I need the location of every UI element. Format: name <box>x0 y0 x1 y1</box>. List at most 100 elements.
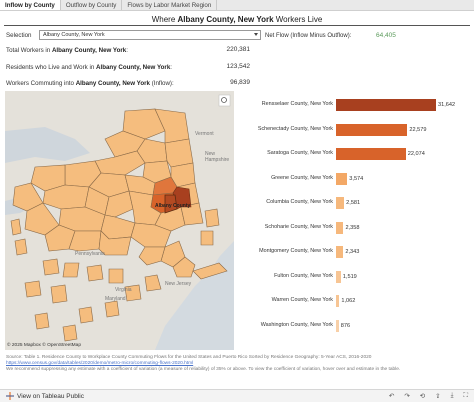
bar[interactable] <box>336 221 344 234</box>
bar-category-label: Greene County, New York <box>271 174 333 181</box>
county-shape[interactable] <box>68 230 102 252</box>
county-shape[interactable] <box>164 138 194 168</box>
bar-row[interactable]: Montgomery County, New York 2,343 <box>240 244 470 260</box>
fullscreen-icon[interactable]: ⛶ <box>463 392 468 399</box>
bar-category-label: Washington County, New York <box>260 321 333 328</box>
tab-flows-by-labor-market-region[interactable]: Flows by Labor Market Region <box>122 0 218 10</box>
county-shape[interactable] <box>180 202 204 226</box>
page-title: Where Albany County, New York Workers Li… <box>0 15 474 24</box>
tab-outflow-by-county[interactable]: Outflow by County <box>61 0 123 10</box>
county-shape[interactable] <box>24 280 42 298</box>
live-and-work-value: 123,542 <box>226 63 251 70</box>
source-note: Source: Table 1. Residence County to Wor… <box>6 355 466 374</box>
county-shape[interactable] <box>144 274 162 292</box>
bar-row[interactable]: Greene County, New York 3,574 <box>240 171 470 187</box>
bar-row[interactable]: Warren County, New York 1,062 <box>240 293 470 309</box>
stat-suffix: : <box>126 47 128 54</box>
tableau-footer: View on Tableau Public ↶ ↷ ⟲ ⇪ ⤓ ⛶ <box>0 389 474 402</box>
bar-value-label: 31,642 <box>438 102 456 108</box>
map-label-state: New Hampshire <box>205 151 230 163</box>
county-shape[interactable] <box>124 284 142 302</box>
share-icon[interactable]: ⇪ <box>435 393 441 400</box>
undo-icon[interactable]: ↶ <box>388 393 395 400</box>
bar[interactable] <box>336 295 340 307</box>
view-on-tableau-link[interactable]: View on Tableau Public <box>6 392 84 400</box>
map-label-state: Pennsylvania <box>75 251 105 257</box>
bar-category-label: Columbia County, New York <box>266 199 333 205</box>
bar-row[interactable]: Schenectady County, New York 22,579 <box>240 122 470 138</box>
county-shape[interactable] <box>108 268 124 284</box>
commuting-map[interactable]: Albany County Vermont New Hampshire Penn… <box>5 91 234 350</box>
source-line-3: We recommend suppressing any estimate wi… <box>6 367 401 373</box>
map-search-icon[interactable] <box>218 94 231 107</box>
bar-value-label: 1,062 <box>341 298 356 304</box>
map-label-state: Maryland <box>105 296 126 302</box>
bar-category-label: Schenectady County, New York <box>257 125 333 132</box>
county-shape[interactable] <box>200 230 214 246</box>
download-icon[interactable]: ⤓ <box>450 392 454 399</box>
bar[interactable] <box>336 319 339 332</box>
bar-row[interactable]: Schoharie County, New York 2,358 <box>240 220 470 236</box>
county-shape[interactable] <box>122 108 166 140</box>
county-shape-rensselaer[interactable] <box>172 186 192 210</box>
search-icon <box>221 97 227 103</box>
county-shape[interactable] <box>34 312 50 330</box>
bar-value-label: 22,579 <box>409 126 427 133</box>
tab-inflow-by-county[interactable]: Inflow by County <box>0 0 61 10</box>
county-shape[interactable] <box>14 238 28 256</box>
bar[interactable] <box>336 148 406 160</box>
bar[interactable] <box>336 246 344 258</box>
bar[interactable] <box>336 99 436 111</box>
map-label-state: Vermont <box>195 131 214 137</box>
redo-icon[interactable]: ↷ <box>404 393 410 400</box>
map-canvas[interactable] <box>5 91 234 350</box>
bar-category-label: Fulton County, New York <box>274 272 333 279</box>
bar[interactable] <box>336 172 348 185</box>
bar-category-label: Schoharie County, New York <box>264 223 333 230</box>
county-shape[interactable] <box>104 190 134 218</box>
county-shape-albany[interactable] <box>164 194 178 214</box>
bar-row[interactable]: Saratoga County, New York 22,074 <box>240 146 470 162</box>
county-shape[interactable] <box>98 230 132 256</box>
stat-prefix: Total Workers in <box>6 47 52 54</box>
bar-row[interactable]: Columbia County, New York 2,581 <box>240 195 470 211</box>
inflow-label: Workers Commuting into Albany County, Ne… <box>6 80 174 87</box>
county-shape[interactable] <box>42 258 60 276</box>
county-shape[interactable] <box>104 300 120 318</box>
county-select-value: Albany County, New York <box>43 32 105 38</box>
inflow-bar-chart: Rensselaer County, New York 31,642 Schenec… <box>240 91 470 350</box>
bar-row[interactable]: Rensselaer County, New York 31,642 <box>240 97 470 113</box>
stat-county: Albany County, New York <box>51 47 127 54</box>
county-select[interactable]: Albany County, New York <box>39 30 261 40</box>
revert-icon[interactable]: ⟲ <box>419 393 426 400</box>
map-label-albany: Albany County <box>155 203 191 209</box>
bar-value-label: 1,519 <box>342 273 357 280</box>
bar-row[interactable]: Fulton County, New York 1,519 <box>240 269 470 285</box>
selection-label: Selection <box>6 32 32 39</box>
source-link[interactable]: https://www.census.gov/data/tables/2020/… <box>6 361 194 367</box>
county-shape[interactable] <box>78 306 94 324</box>
map-attribution[interactable]: © 2025 Mapbox © OpenStreetMap <box>7 343 82 348</box>
county-shape[interactable] <box>62 262 80 278</box>
stat-prefix: Residents who Live and Work in <box>6 64 96 71</box>
title-divider <box>4 25 470 26</box>
county-shape[interactable] <box>10 218 22 236</box>
bar-value-label: 876 <box>340 322 351 329</box>
county-shape[interactable] <box>192 262 228 280</box>
tableau-logo-icon <box>6 392 14 400</box>
title-prefix: Where <box>151 15 178 24</box>
bar-value-label: 2,358 <box>345 224 360 231</box>
county-shape[interactable] <box>50 284 68 304</box>
county-shape[interactable] <box>86 264 104 282</box>
county-shape[interactable] <box>62 324 78 342</box>
county-shape[interactable] <box>104 130 146 158</box>
bar[interactable] <box>336 270 341 283</box>
county-shape[interactable] <box>138 246 166 266</box>
total-workers-value: 220,381 <box>226 46 251 53</box>
bar[interactable] <box>336 197 345 209</box>
bar-row[interactable]: Washington County, New York 876 <box>240 318 470 334</box>
total-workers-label: Total Workers in Albany County, New York… <box>6 47 128 54</box>
bar[interactable] <box>336 123 408 136</box>
county-shape[interactable] <box>204 208 220 228</box>
bar-category-label: Warren County, New York <box>271 297 333 303</box>
